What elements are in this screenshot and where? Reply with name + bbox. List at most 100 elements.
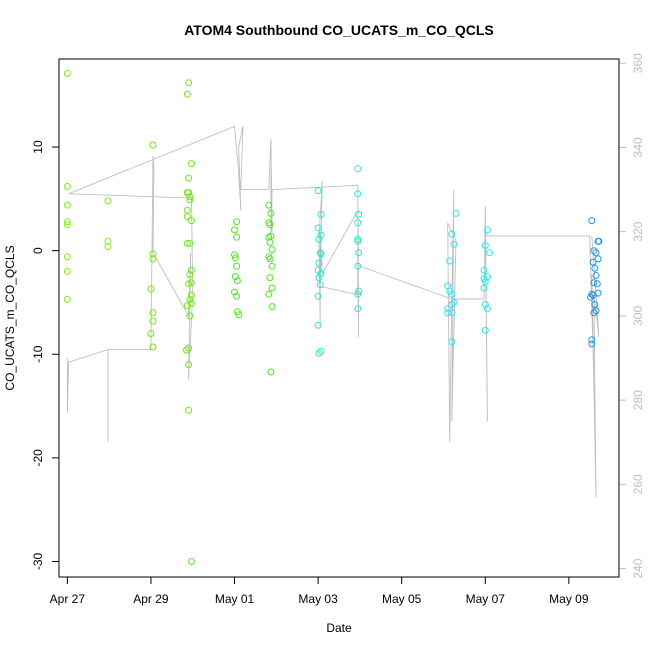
data-point xyxy=(317,231,325,239)
data-point xyxy=(315,259,323,267)
y2-tick-label: 240 xyxy=(631,558,645,578)
data-point xyxy=(594,289,602,297)
data-point xyxy=(233,262,241,270)
data-point xyxy=(183,213,191,220)
data-point xyxy=(266,255,274,263)
data-point xyxy=(63,253,71,261)
data-point xyxy=(446,257,454,265)
x-tick-label: May 07 xyxy=(466,592,506,606)
data-point xyxy=(316,281,324,289)
data-point xyxy=(480,275,488,283)
data-point xyxy=(104,197,112,205)
data-point xyxy=(188,266,195,274)
data-point xyxy=(186,239,194,247)
data-point xyxy=(444,309,452,317)
x-axis-label: Date xyxy=(326,621,352,635)
data-point xyxy=(231,254,239,262)
data-point xyxy=(188,291,195,299)
data-point xyxy=(448,309,456,317)
data-point xyxy=(595,237,603,245)
data-point xyxy=(450,240,458,248)
y2-tick-label: 320 xyxy=(631,221,645,241)
chart-title: ATOM4 Southbound CO_UCATS_m_CO_QCLS xyxy=(184,22,494,38)
data-point xyxy=(183,302,191,310)
data-point xyxy=(355,287,363,295)
right-axis-trace-line xyxy=(66,125,600,498)
x-tick-label: May 01 xyxy=(215,592,255,606)
data-point xyxy=(233,233,241,241)
data-point xyxy=(444,282,452,290)
data-point xyxy=(448,301,456,308)
data-point xyxy=(314,187,322,195)
data-point xyxy=(355,210,363,218)
data-point xyxy=(481,242,489,249)
x-tick-label: May 03 xyxy=(298,592,338,606)
data-point xyxy=(235,311,243,319)
data-point xyxy=(481,301,489,308)
data-point xyxy=(448,230,456,238)
data-point xyxy=(317,270,325,277)
data-point xyxy=(149,250,157,258)
data-point xyxy=(314,292,322,300)
y2-tick-label: 300 xyxy=(631,306,645,326)
data-point xyxy=(265,233,273,241)
y2-tick-label: 360 xyxy=(631,53,645,73)
data-point xyxy=(183,90,191,98)
data-point xyxy=(63,201,71,209)
data-point xyxy=(452,209,460,217)
data-point xyxy=(267,368,275,376)
point-series xyxy=(63,70,603,565)
data-point xyxy=(233,308,241,316)
data-point xyxy=(104,243,112,250)
data-point xyxy=(315,274,323,282)
data-point xyxy=(317,210,325,218)
data-point xyxy=(592,249,600,257)
data-point xyxy=(147,285,155,293)
data-point xyxy=(231,273,239,281)
y2-tick-label: 260 xyxy=(631,474,645,494)
data-point xyxy=(590,309,598,317)
data-point xyxy=(185,189,193,197)
y-axis-label: CO_UCATS_m_CO_QCLS xyxy=(3,245,17,390)
data-point xyxy=(63,182,71,190)
data-point xyxy=(149,255,157,263)
data-point xyxy=(63,267,71,275)
plot-frame xyxy=(58,58,620,578)
data-point xyxy=(480,266,488,274)
data-point xyxy=(317,250,325,258)
data-point xyxy=(354,165,362,173)
x-tick-label: Apr 27 xyxy=(50,592,86,606)
data-point xyxy=(231,226,238,234)
data-point xyxy=(450,299,458,306)
data-point xyxy=(316,249,324,257)
data-point xyxy=(266,274,274,282)
data-point xyxy=(149,141,157,149)
data-point xyxy=(267,209,275,217)
data-point xyxy=(266,238,274,246)
x-tick-label: May 09 xyxy=(549,592,589,606)
data-point xyxy=(593,280,601,288)
data-point xyxy=(233,292,241,300)
data-point xyxy=(485,249,493,257)
data-point xyxy=(186,196,194,204)
y2-tick-label: 280 xyxy=(631,390,645,410)
data-point xyxy=(481,278,489,286)
data-point xyxy=(231,288,238,296)
data-point xyxy=(480,284,488,292)
data-point xyxy=(185,280,193,288)
data-point xyxy=(268,303,276,311)
data-point xyxy=(185,79,193,87)
y-tick-label: 10 xyxy=(31,140,45,154)
data-point xyxy=(590,247,598,255)
data-point xyxy=(265,290,273,298)
data-point xyxy=(587,293,595,301)
data-point xyxy=(355,249,363,257)
data-point xyxy=(186,312,194,320)
data-point xyxy=(594,255,602,263)
data-point xyxy=(448,338,456,346)
data-point xyxy=(314,321,322,329)
data-point xyxy=(188,279,195,287)
data-point xyxy=(188,300,195,307)
data-point xyxy=(63,218,71,226)
